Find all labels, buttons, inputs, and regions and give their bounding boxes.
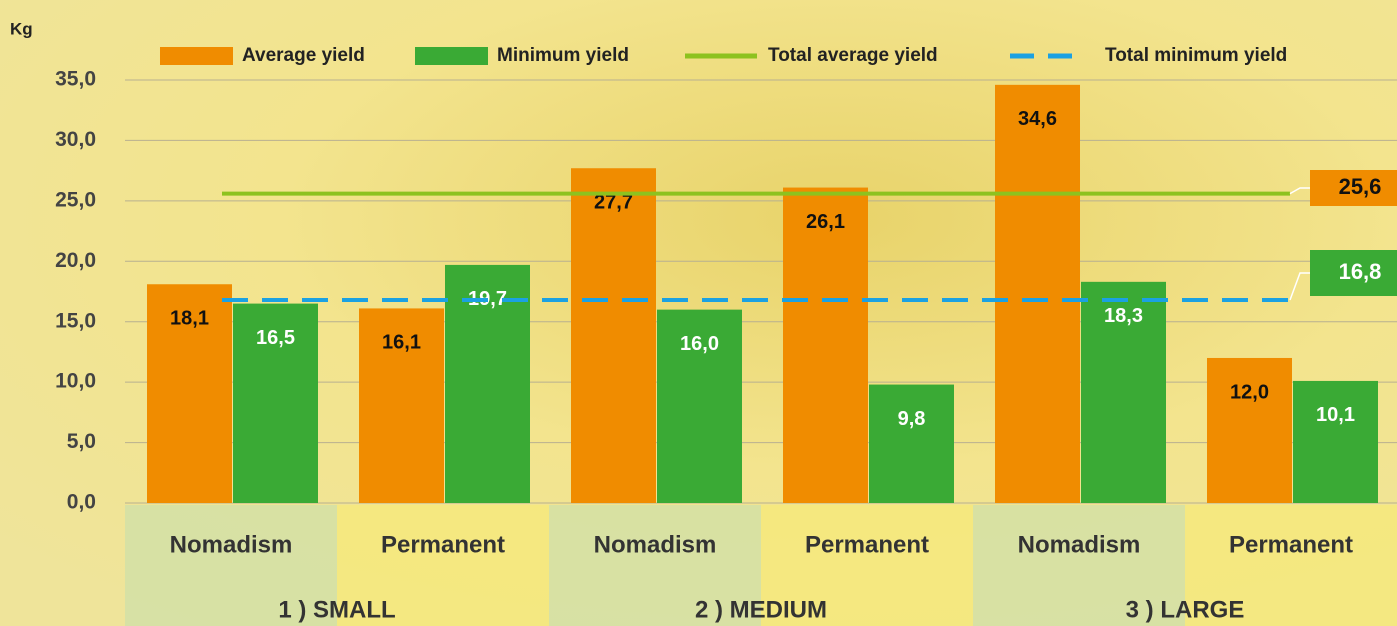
- legend-label: Minimum yield: [497, 45, 629, 66]
- group-label: 3 ) LARGE: [1126, 596, 1245, 623]
- value-label: 16,0: [680, 333, 719, 355]
- y-axis-label: Kg: [10, 19, 33, 38]
- x-tick-label: Permanent: [805, 531, 929, 558]
- legend-swatch: [160, 47, 233, 65]
- value-label: 34,6: [1018, 108, 1057, 130]
- bar: [1293, 381, 1378, 503]
- y-tick-label: 15,0: [55, 309, 96, 332]
- reference-label: 25,6: [1339, 174, 1382, 199]
- y-tick-label: 10,0: [55, 370, 96, 393]
- value-label: 16,5: [256, 327, 295, 349]
- value-label: 16,1: [382, 332, 421, 354]
- bar: [571, 168, 656, 503]
- value-label: 26,1: [806, 211, 845, 233]
- bar: [995, 85, 1080, 503]
- x-tick-label: Permanent: [381, 531, 505, 558]
- chart: Kg 0,0 5,0 10,0 15,0 20,0 25,0 30,0 35,0 18,1 16,…: [0, 0, 1397, 626]
- bar: [783, 188, 868, 503]
- y-tick-label: 0,0: [67, 491, 96, 514]
- y-tick-label: 30,0: [55, 128, 96, 151]
- x-tick-label: Permanent: [1229, 531, 1353, 558]
- legend-swatch: [415, 47, 488, 65]
- x-tick-label: Nomadism: [594, 531, 717, 558]
- legend-label: Total minimum yield: [1105, 45, 1287, 66]
- y-tick-label: 20,0: [55, 249, 96, 272]
- group-label: 1 ) SMALL: [278, 596, 395, 623]
- group-label: 2 ) MEDIUM: [695, 596, 827, 623]
- bar: [1207, 358, 1292, 503]
- y-tick-label: 35,0: [55, 68, 96, 91]
- y-tick-label: 5,0: [67, 430, 96, 453]
- page: Kg 0,0 5,0 10,0 15,0 20,0 25,0 30,0 35,0 18,1 16,…: [0, 0, 1397, 626]
- value-label: 18,1: [170, 308, 209, 330]
- value-label: 12,0: [1230, 381, 1269, 403]
- x-tick-label: Nomadism: [1018, 531, 1141, 558]
- value-label: 9,8: [898, 408, 926, 430]
- reference-label: 16,8: [1339, 259, 1382, 284]
- x-tick-label: Nomadism: [170, 531, 293, 558]
- y-tick-label: 25,0: [55, 188, 96, 211]
- legend-label: Total average yield: [768, 45, 938, 66]
- value-label: 18,3: [1104, 305, 1143, 327]
- legend-label: Average yield: [242, 45, 365, 66]
- bar: [869, 385, 954, 503]
- value-label: 10,1: [1316, 404, 1355, 426]
